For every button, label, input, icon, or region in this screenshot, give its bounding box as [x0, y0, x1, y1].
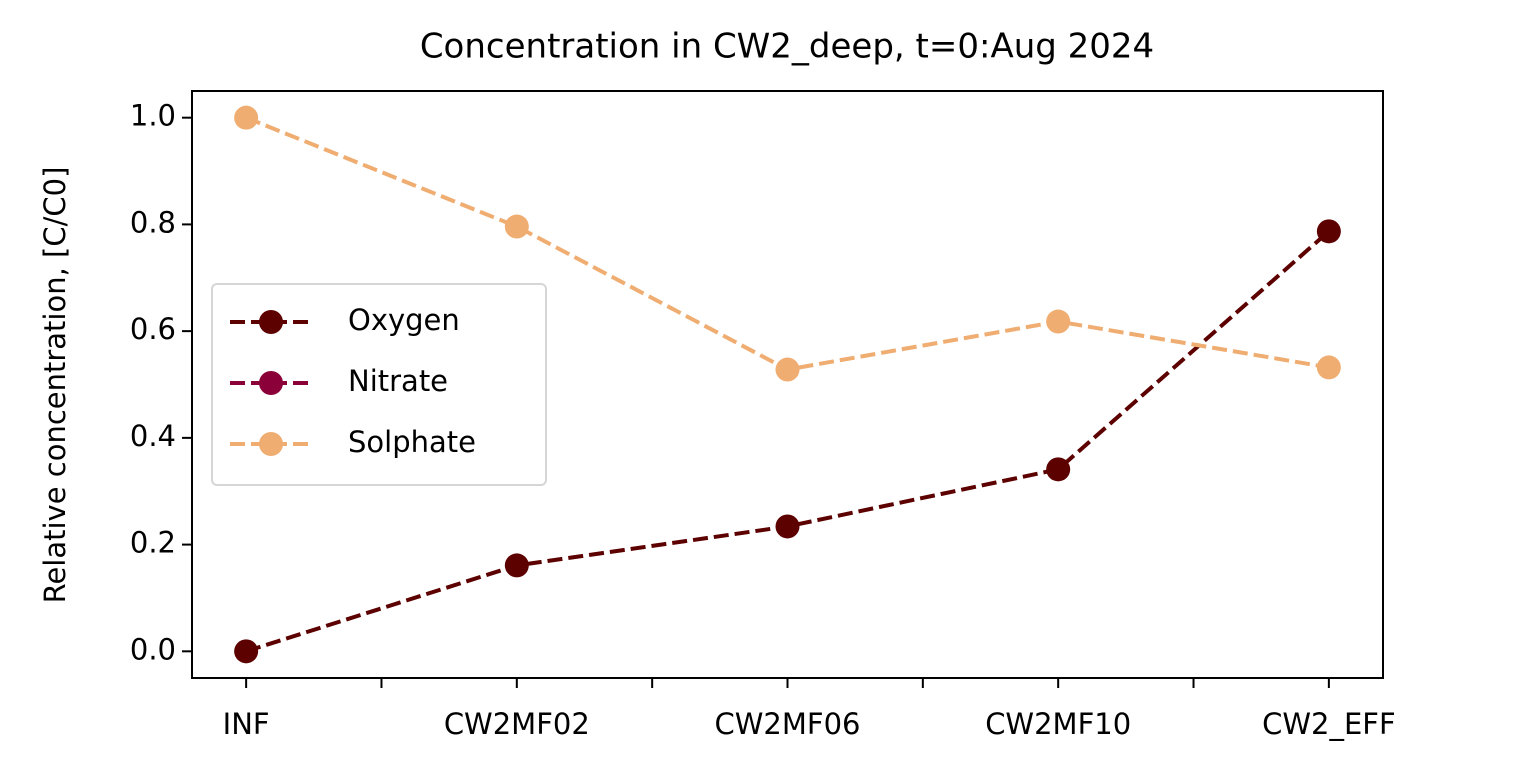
data-point [504, 214, 529, 239]
data-point [1046, 457, 1071, 482]
x-tick-label: CW2MF10 [985, 707, 1131, 741]
y-tick-label: 0.4 [130, 419, 176, 453]
data-point [775, 357, 800, 382]
y-tick-label: 0.6 [130, 312, 176, 346]
x-tick-label: CW2_EFF [1262, 707, 1396, 741]
x-tick-label: CW2MF06 [715, 707, 861, 741]
data-point [234, 105, 259, 130]
data-point [775, 514, 800, 539]
plot-frame [191, 90, 1384, 679]
y-axis-label: Relative concentration, [C/C0] [38, 167, 72, 604]
y-tick-label: 0.8 [130, 205, 176, 239]
x-tick-label: INF [223, 707, 270, 741]
legend-label: Solphate [348, 425, 476, 459]
data-point [1316, 355, 1341, 380]
y-tick-label: 1.0 [130, 99, 176, 133]
legend-label: Nitrate [348, 364, 448, 398]
legend-swatch-marker [259, 310, 283, 334]
chart-title: Concentration in CW2_deep, t=0:Aug 2024 [420, 27, 1154, 67]
data-point [1316, 219, 1341, 244]
data-point [1046, 309, 1071, 334]
legend-label: Oxygen [348, 303, 460, 337]
legend-swatch-marker [259, 432, 283, 456]
x-tick-label: CW2MF02 [444, 707, 590, 741]
legend-box [211, 283, 547, 486]
y-tick-label: 0.0 [130, 632, 176, 666]
data-point [234, 639, 259, 664]
y-tick-label: 0.2 [130, 526, 176, 560]
legend-swatch-marker [259, 371, 283, 395]
legend: Oxygen Nitrate Solphate [211, 283, 547, 486]
data-point [504, 553, 529, 578]
